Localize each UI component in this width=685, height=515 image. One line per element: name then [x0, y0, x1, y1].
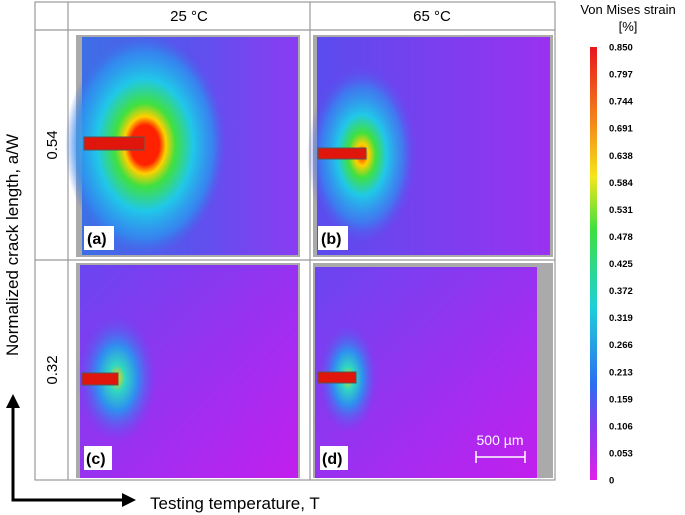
strain-map: (a) — [65, 35, 300, 257]
colorbar-tick-label: 0.744 — [609, 97, 633, 108]
row-header: 0.32 — [44, 355, 61, 384]
colorbar-tick-label: 0.531 — [609, 205, 633, 216]
scale-bar — [475, 451, 526, 463]
column-header: 25 °C — [170, 8, 208, 25]
colorbar-tick-label: 0.478 — [609, 232, 633, 243]
colorbar-tick-label: 0.159 — [609, 394, 633, 405]
colorbar-tick-label: 0.266 — [609, 340, 633, 351]
row-header: 0.54 — [44, 130, 61, 159]
colorbar-unit: [%] — [619, 19, 638, 34]
colorbar-tick-label: 0.584 — [609, 178, 633, 189]
colorbar-tick-label: 0.797 — [609, 70, 633, 81]
axis-arrows — [6, 394, 136, 507]
x-axis-label: Testing temperature, T — [150, 494, 320, 513]
scale-bar-label: 500 µm — [477, 432, 524, 448]
strain-map: (c) — [76, 263, 300, 478]
grid — [34, 1, 556, 481]
colorbar — [590, 47, 597, 480]
panel-label: (c) — [86, 451, 106, 468]
colorbar-tick-label: 0.106 — [609, 421, 633, 432]
colorbar-tick-label: 0.372 — [609, 286, 633, 297]
panel-label: (b) — [321, 231, 341, 248]
colorbar-tick-label: 0.319 — [609, 313, 633, 324]
panel-label: (d) — [322, 451, 342, 468]
panel-label: (a) — [87, 231, 107, 248]
colorbar-tick-label: 0.850 — [609, 43, 633, 54]
strain-map: (b) — [307, 35, 553, 257]
strain-map: (d) 500 µm — [313, 263, 553, 478]
colorbar-tick-label: 0.425 — [609, 259, 633, 270]
y-axis-label: Normalized crack length, a/W — [3, 134, 22, 356]
colorbar-tick-label: 0.638 — [609, 151, 633, 162]
colorbar-title: Von Mises strain — [580, 2, 675, 17]
colorbar-tick-label: 0.691 — [609, 124, 633, 135]
colorbar-tick-label: 0.213 — [609, 367, 633, 378]
colorbar-tick-label: 0 — [609, 476, 614, 487]
column-header: 65 °C — [413, 8, 451, 25]
colorbar-tick-label: 0.053 — [609, 448, 633, 459]
